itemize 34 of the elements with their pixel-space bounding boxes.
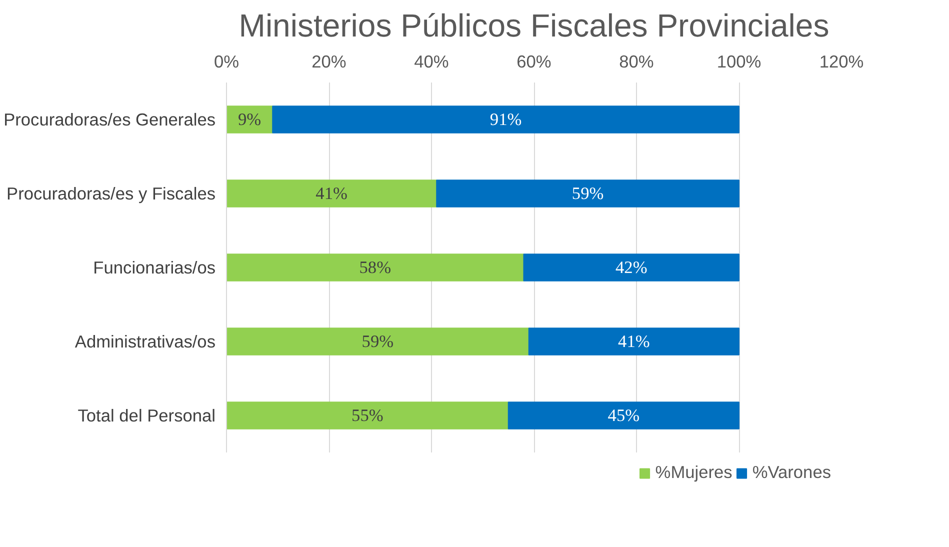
bar — [523, 254, 740, 282]
bar — [226, 328, 530, 356]
data-label: 41% — [316, 184, 348, 203]
bar — [226, 180, 438, 208]
y-tick-label: Procuradoras/es Generales — [4, 110, 216, 130]
x-tick-label: 100% — [716, 52, 762, 72]
bar — [226, 402, 509, 430]
legend-label: %Varones — [752, 462, 831, 483]
data-label: 41% — [618, 332, 650, 351]
bar — [528, 328, 740, 356]
x-tick-label: 40% — [414, 52, 449, 72]
data-label: 58% — [359, 258, 392, 277]
chart-title: Ministerios Públicos Fiscales Provinciales — [238, 8, 830, 44]
y-tick-label: Total del Personal — [78, 406, 216, 426]
y-tick-label: Administrativas/os — [74, 332, 216, 352]
x-tick-label: 60% — [516, 52, 552, 72]
x-tick-label: 80% — [619, 52, 654, 72]
data-label: 42% — [615, 258, 648, 277]
y-tick-label: Funcionarias/os — [93, 258, 216, 278]
data-label: 91% — [490, 110, 522, 129]
y-tick-label: Procuradoras/es y Fiscales — [6, 184, 216, 204]
bar — [436, 180, 740, 208]
bar — [272, 106, 740, 134]
legend-label: %Mujeres — [655, 462, 732, 483]
data-label: 59% — [572, 184, 604, 203]
data-label: 59% — [362, 332, 394, 351]
x-tick-label: 0% — [214, 52, 240, 72]
data-label: 55% — [352, 406, 384, 425]
data-label: 45% — [608, 406, 640, 425]
x-tick-label: 120% — [819, 52, 864, 72]
bar — [508, 402, 740, 430]
bar — [226, 254, 524, 282]
data-label: 9% — [238, 110, 262, 129]
x-tick-label: 20% — [312, 52, 346, 72]
